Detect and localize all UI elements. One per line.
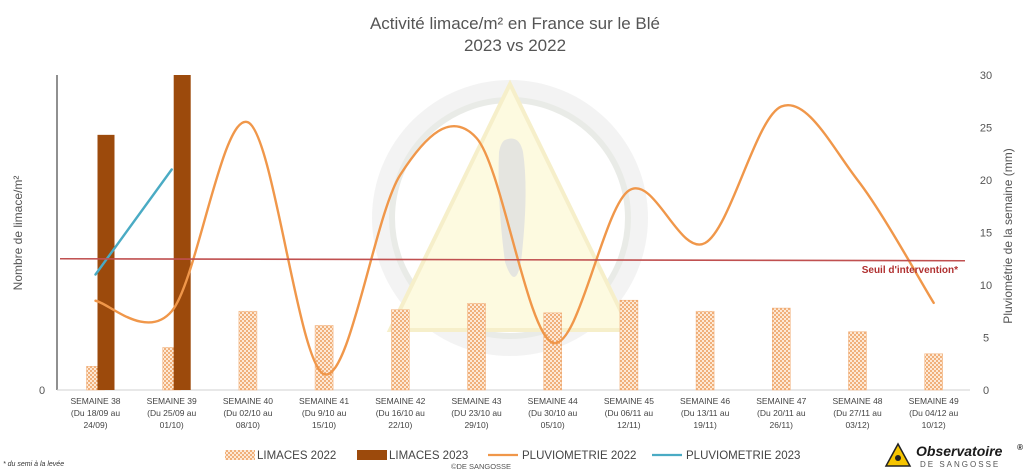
x-tick-label: (Du 02/10 au: [223, 408, 272, 418]
y-left-tick-label: 0: [39, 385, 45, 397]
legend-swatch-limaces-2023: [357, 450, 387, 460]
x-tick-label: (Du 25/09 au: [147, 408, 196, 418]
x-tick-label: 19/11): [693, 420, 717, 430]
x-tick-label: SEMAINE 44: [528, 396, 578, 406]
x-tick-label: (Du 06/11 au: [605, 408, 654, 418]
x-tick-label: SEMAINE 47: [756, 396, 806, 406]
bar-limaces-2023: [173, 75, 191, 390]
legend-swatch-limaces-2022: [225, 450, 255, 460]
legend-label-limaces-2023: LIMACES 2023: [389, 450, 468, 462]
x-tick-label: SEMAINE 41: [299, 396, 349, 406]
chart-title: Activité limace/m² en France sur le Blé: [370, 14, 660, 33]
x-tick-label: 26/11): [770, 420, 794, 430]
y-right-tick-label: 0: [983, 385, 989, 397]
x-tick-label: (Du 27/11 au: [833, 408, 882, 418]
bar-limaces-2023: [97, 134, 115, 390]
footnote: * du semi à la levée: [3, 461, 64, 468]
x-tick-label: SEMAINE 42: [375, 396, 425, 406]
legend-label-limaces-2022: LIMACES 2022: [257, 450, 336, 462]
x-tick-label: SEMAINE 48: [832, 396, 882, 406]
threshold-line: [59, 257, 966, 262]
threshold-label: Seuil d'intervention*: [862, 265, 958, 276]
x-tick-label: (Du 30/10 au: [528, 408, 577, 418]
legend-label-pluviometrie-2022: PLUVIOMETRIE 2022: [522, 450, 636, 462]
observatoire-logo: Observatoire ® DE SANGOSSE: [884, 442, 1023, 469]
legend: LIMACES 2022 LIMACES 2023 PLUVIOMETRIE 2…: [225, 450, 800, 462]
y-right-tick-label: 5: [983, 333, 989, 345]
x-tick-label: (Du 16/10 au: [376, 408, 425, 418]
x-tick-label: 15/10): [312, 420, 336, 430]
x-tick-label: SEMAINE 38: [70, 396, 120, 406]
x-tick-label: (Du 18/09 au: [71, 408, 120, 418]
bar-limaces-2022: [543, 312, 563, 391]
x-tick-label: (DU 23/10 au: [451, 408, 502, 418]
logo-slug-icon: [895, 455, 901, 461]
x-tick-label: (Du 20/11 au: [757, 408, 806, 418]
bar-limaces-2022: [238, 310, 258, 391]
x-tick-label: (Du 04/12 au: [909, 408, 958, 418]
x-tick-label: SEMAINE 49: [909, 396, 959, 406]
x-tick-label: 03/12): [845, 420, 869, 430]
legend-label-pluviometrie-2023: PLUVIOMETRIE 2023: [686, 450, 800, 462]
y-right-tick-label: 30: [980, 70, 992, 82]
x-tick-label: 08/10): [236, 420, 260, 430]
logo-name: Observatoire: [916, 443, 1003, 459]
chart-subtitle: 2023 vs 2022: [464, 36, 566, 55]
x-tick-label: 29/10): [464, 420, 488, 430]
logo-registered-mark: ®: [1017, 443, 1023, 452]
x-tick-label: 05/10): [541, 420, 565, 430]
x-tick-label: SEMAINE 39: [147, 396, 197, 406]
y-right-tick-label: 20: [980, 175, 992, 187]
x-tick-label: SEMAINE 45: [604, 396, 654, 406]
bar-limaces-2022: [314, 325, 334, 391]
x-tick-label: (Du 13/11 au: [681, 408, 730, 418]
x-tick-label: 01/10): [160, 420, 184, 430]
bar-limaces-2022: [771, 307, 791, 391]
x-tick-label: SEMAINE 40: [223, 396, 273, 406]
x-tick-label: 10/12): [922, 420, 946, 430]
bar-limaces-2022: [924, 353, 944, 391]
x-tick-label: 24/09): [83, 420, 107, 430]
y-right-tick-label: 25: [980, 123, 992, 135]
x-tick-label: SEMAINE 43: [451, 396, 501, 406]
copyright: ©DE SANGOSSE: [451, 462, 511, 471]
line-pluviometrie-2023: [94, 168, 173, 276]
bar-limaces-2022: [390, 309, 410, 391]
logo-subtitle: DE SANGOSSE: [920, 460, 1000, 469]
watermark-slug-icon: [372, 79, 648, 356]
x-tick-label: 12/11): [617, 420, 641, 430]
bar-limaces-2022: [695, 310, 715, 391]
y-right-tick-label: 10: [980, 280, 992, 292]
bar-limaces-2022: [619, 299, 639, 391]
x-tick-label: SEMAINE 46: [680, 396, 730, 406]
x-tick-label: (Du 9/10 au: [302, 408, 347, 418]
bar-limaces-2022: [848, 331, 867, 391]
y-right-tick-label: 15: [980, 228, 992, 240]
y-axis-left-label: Nombre de limace/m²: [11, 176, 25, 291]
x-tick-label: 22/10): [388, 420, 412, 430]
line-pluviometrie-2022: [94, 103, 935, 376]
bar-limaces-2022: [467, 303, 486, 391]
y-axis-right-label: Pluviométrie de la semaine (mm): [1001, 148, 1015, 323]
